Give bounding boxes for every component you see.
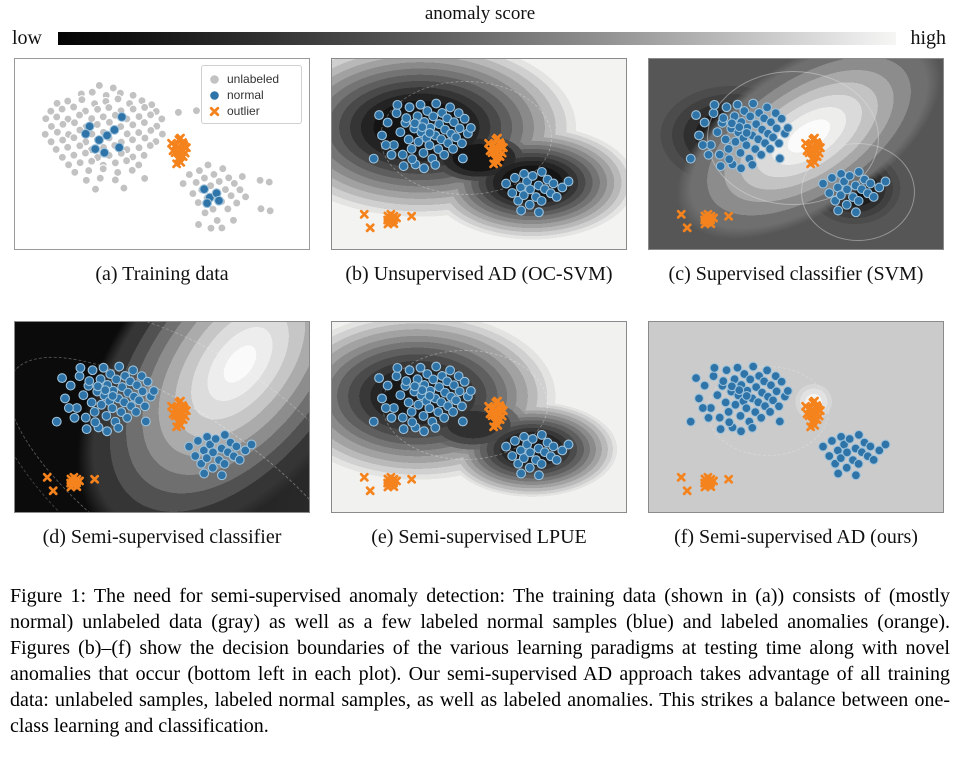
contour-ring	[801, 143, 915, 241]
panel-c-caption: (c) Supervised classifier (SVM)	[668, 263, 924, 285]
panel-b-caption: (b) Unsupervised AD (OC-SVM)	[345, 263, 613, 285]
panel-c-plot	[648, 58, 944, 250]
legend-label: outlier	[227, 104, 260, 118]
scatter-layer	[676, 361, 891, 496]
panel-b: (b) Unsupervised AD (OC-SVM)	[331, 58, 627, 287]
legend-item-unlabeled: unlabeled	[209, 71, 297, 87]
legend-item-normal: normal	[209, 87, 297, 103]
outlier-marker-icon	[209, 106, 220, 116]
legend-label: unlabeled	[227, 72, 280, 86]
colorbar-high-label: high	[910, 27, 946, 49]
colorbar-low-label: low	[12, 27, 42, 49]
panel-b-plot	[331, 58, 627, 250]
colorbar-row: low high	[0, 27, 960, 50]
panel-a-plot: unlabeled normal outlier	[14, 58, 310, 250]
panel-f-plot	[648, 321, 944, 513]
plot-legend: unlabeled normal outlier	[201, 65, 302, 124]
colorbar-title: anomaly score	[424, 3, 536, 24]
contour-ring	[707, 71, 879, 205]
colorbar-gradient	[58, 32, 897, 45]
panel-e-caption: (e) Semi-supervised LPUE	[371, 526, 587, 548]
panel-e-plot	[331, 321, 627, 513]
scatter-layer	[42, 361, 257, 496]
panel-f: (f) Semi-supervised AD (ours)	[648, 321, 944, 550]
normal-marker-icon	[210, 90, 219, 100]
panel-a: unlabeled normal outlier (a) Training da…	[14, 58, 310, 287]
legend-item-outlier: outlier	[209, 103, 297, 119]
panel-a-caption: (a) Training data	[95, 263, 229, 285]
colorbar-section: anomaly score low high	[0, 0, 960, 50]
panel-d: (d) Semi-supervised classifier	[14, 321, 310, 550]
legend-label: normal	[227, 88, 264, 102]
unlabeled-marker-icon	[210, 74, 219, 84]
panel-d-caption: (d) Semi-supervised classifier	[42, 526, 282, 548]
scatter-layer	[359, 98, 574, 233]
scatter-layer	[40, 80, 275, 233]
panel-grid: unlabeled normal outlier (a) Training da…	[0, 50, 960, 550]
panel-e: (e) Semi-supervised LPUE	[331, 321, 627, 550]
scatter-layer	[359, 361, 574, 496]
panel-f-caption: (f) Semi-supervised AD (ours)	[674, 526, 918, 548]
figure-caption: Figure 1: The need for semi-supervised a…	[10, 585, 950, 737]
panel-c: (c) Supervised classifier (SVM)	[648, 58, 944, 287]
scatter-layer	[676, 98, 891, 233]
panel-d-plot	[14, 321, 310, 513]
